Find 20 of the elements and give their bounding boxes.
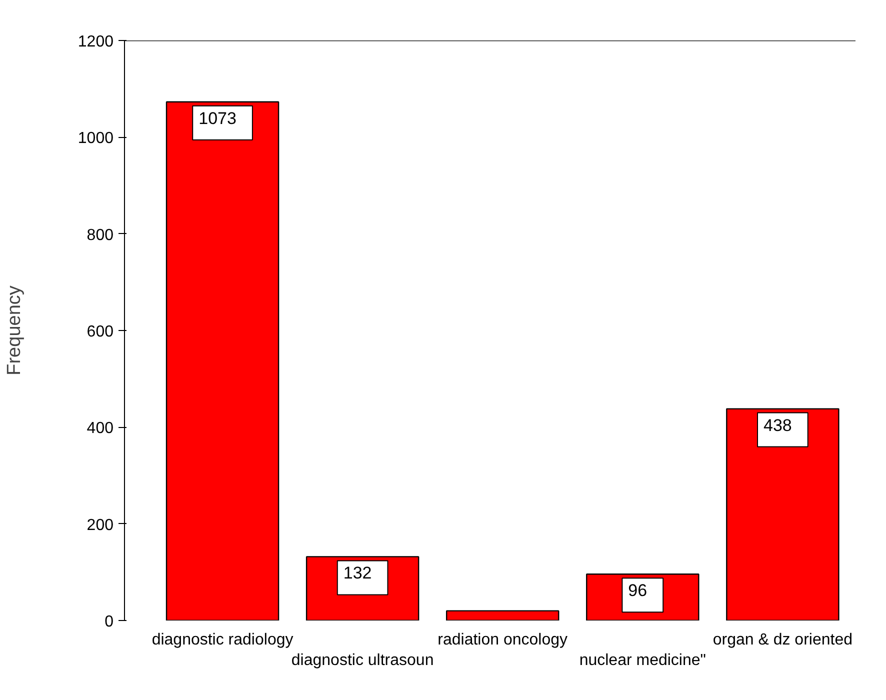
data-label: 132	[343, 564, 372, 583]
x-tick-label: organ & dz oriented	[712, 632, 853, 648]
data-label: 438	[764, 416, 792, 435]
y-tick-label: 400	[86, 420, 114, 438]
bar	[446, 610, 560, 620]
y-tick-label: 800	[86, 226, 114, 244]
x-tick-label: diagnostic radiology	[152, 632, 294, 648]
x-tick-label: diagnostic ultrasoun	[291, 652, 434, 669]
y-tick-label: 200	[86, 516, 114, 534]
y-tick-label: 0	[104, 614, 114, 630]
y-tick-label: 1200	[78, 34, 114, 50]
y-tick-label: 600	[86, 324, 114, 340]
bar	[726, 408, 840, 620]
bar	[166, 101, 280, 620]
data-label: 96	[628, 581, 648, 600]
y-tick-label: 1000	[78, 130, 114, 148]
y-axis-title: Frequency	[4, 285, 25, 376]
x-tick-label: nuclear medicine"	[579, 652, 706, 669]
x-tick-label: radiation oncology	[438, 632, 568, 648]
data-label: 1073	[198, 108, 236, 128]
